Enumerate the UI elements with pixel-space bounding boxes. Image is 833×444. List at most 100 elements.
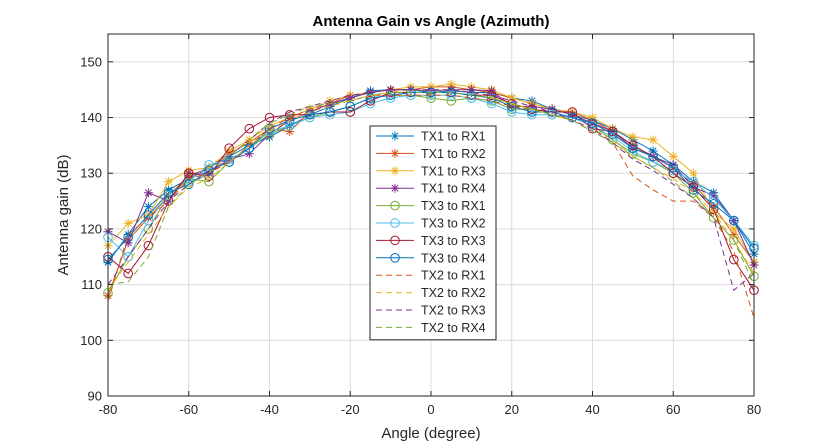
data-point-marker [628,143,638,153]
x-tick-label: 80 [747,402,761,417]
chart-title: Antenna Gain vs Angle (Azimuth) [313,13,550,30]
legend-item: TX2 to RX2 [376,286,486,300]
y-axis-title: Antenna gain (dB) [55,155,72,276]
legend-marker [390,200,400,211]
data-point-marker [183,179,194,190]
data-point-marker [123,268,133,279]
data-point-marker [466,90,477,101]
legend-label: TX2 to RX4 [421,321,486,335]
legend-item: TX2 to RX3 [376,304,486,318]
legend-item: TX3 to RX4 [376,251,486,265]
data-point-marker [628,146,638,156]
data-point-marker [285,126,295,136]
data-point-marker [506,98,517,109]
legend-item: TX3 to RX1 [376,199,486,213]
data-point-marker [123,232,133,243]
legend-label: TX3 to RX3 [421,234,486,248]
data-point-marker [648,157,658,167]
legend-label: TX3 to RX1 [421,199,486,213]
y-tick-label: 100 [80,333,102,348]
data-point-marker [527,104,537,114]
data-point-marker [386,85,396,95]
data-point-marker [486,93,497,103]
data-point-marker [567,112,578,123]
data-point-marker [527,107,537,117]
data-point-marker [244,149,254,159]
data-point-marker [547,104,557,114]
data-point-marker [486,90,497,101]
data-point-marker [143,215,154,226]
data-point-marker [204,160,214,170]
data-point-marker [648,146,658,156]
series-line [107,89,755,292]
data-point-marker [265,121,274,131]
data-point-marker [688,182,699,192]
data-point-marker [668,152,678,162]
series-layer [103,79,759,319]
legend-label: TX2 to RX1 [421,269,486,283]
data-point-marker [345,101,356,112]
data-point-marker [668,168,679,179]
data-point-marker [466,85,476,95]
data-point-marker [406,87,416,98]
data-point-marker [164,185,174,195]
data-point-marker [325,109,335,120]
data-point-marker [708,204,719,215]
data-point-marker [708,199,719,209]
data-point-marker [284,109,295,120]
data-point-marker [668,162,679,173]
legend-label: TX1 to RX2 [421,147,486,161]
y-tick-label: 90 [88,389,102,404]
y-tick-label: 150 [80,54,102,69]
legend-marker [390,235,400,246]
x-tick-label: 40 [585,402,599,417]
legend-marker [390,131,400,141]
data-point-marker [163,187,174,198]
data-point-marker [426,93,436,103]
data-point-marker [264,126,275,137]
data-point-marker [668,160,678,170]
data-point-marker [305,112,315,123]
data-point-marker [547,107,557,117]
data-point-marker [365,96,376,106]
data-point-marker [204,176,214,187]
data-point-marker [466,93,477,103]
data-point-marker [143,202,153,212]
series-line [107,94,755,294]
legend-label: TX3 to RX2 [421,217,486,231]
data-point-marker [365,87,375,97]
data-point-marker [164,177,174,187]
legend-marker [390,252,400,263]
data-point-marker [446,79,456,89]
data-point-marker [729,224,739,234]
data-point-marker [244,123,255,134]
axis-ticks: -80 -60 -40 -20 0 20 40 60 80 90 100 110 120 130 140 15… [80,34,761,417]
legend-marker [390,183,400,193]
data-point-marker [506,104,517,114]
legend-item: TX1 to RX3 [376,164,486,178]
data-point-marker [729,235,739,245]
data-point-marker [345,93,355,103]
data-point-marker [688,168,698,178]
data-point-marker [446,85,456,95]
data-point-marker [123,218,133,228]
x-tick-label: 0 [427,402,434,417]
data-point-marker [587,118,598,128]
x-tick-label: -80 [99,402,118,417]
data-point-marker [648,151,658,162]
series-tx2-to-rx3 [107,89,755,292]
data-point-marker [506,101,517,112]
data-point-marker [708,193,719,204]
legend-marker [390,148,400,158]
legend-item: TX1 to RX2 [376,147,486,161]
data-point-marker [284,121,295,131]
legend: TX1 to RX1 TX1 to RX2 TX1 to RX3 TX1 to RX4… [369,125,497,341]
legend-item: TX1 to RX1 [376,130,486,144]
legend-box [369,125,497,341]
series-line [107,92,755,286]
data-point-marker [567,110,577,120]
data-point-marker [547,109,557,120]
data-point-marker [123,229,133,239]
data-point-marker [527,109,537,120]
